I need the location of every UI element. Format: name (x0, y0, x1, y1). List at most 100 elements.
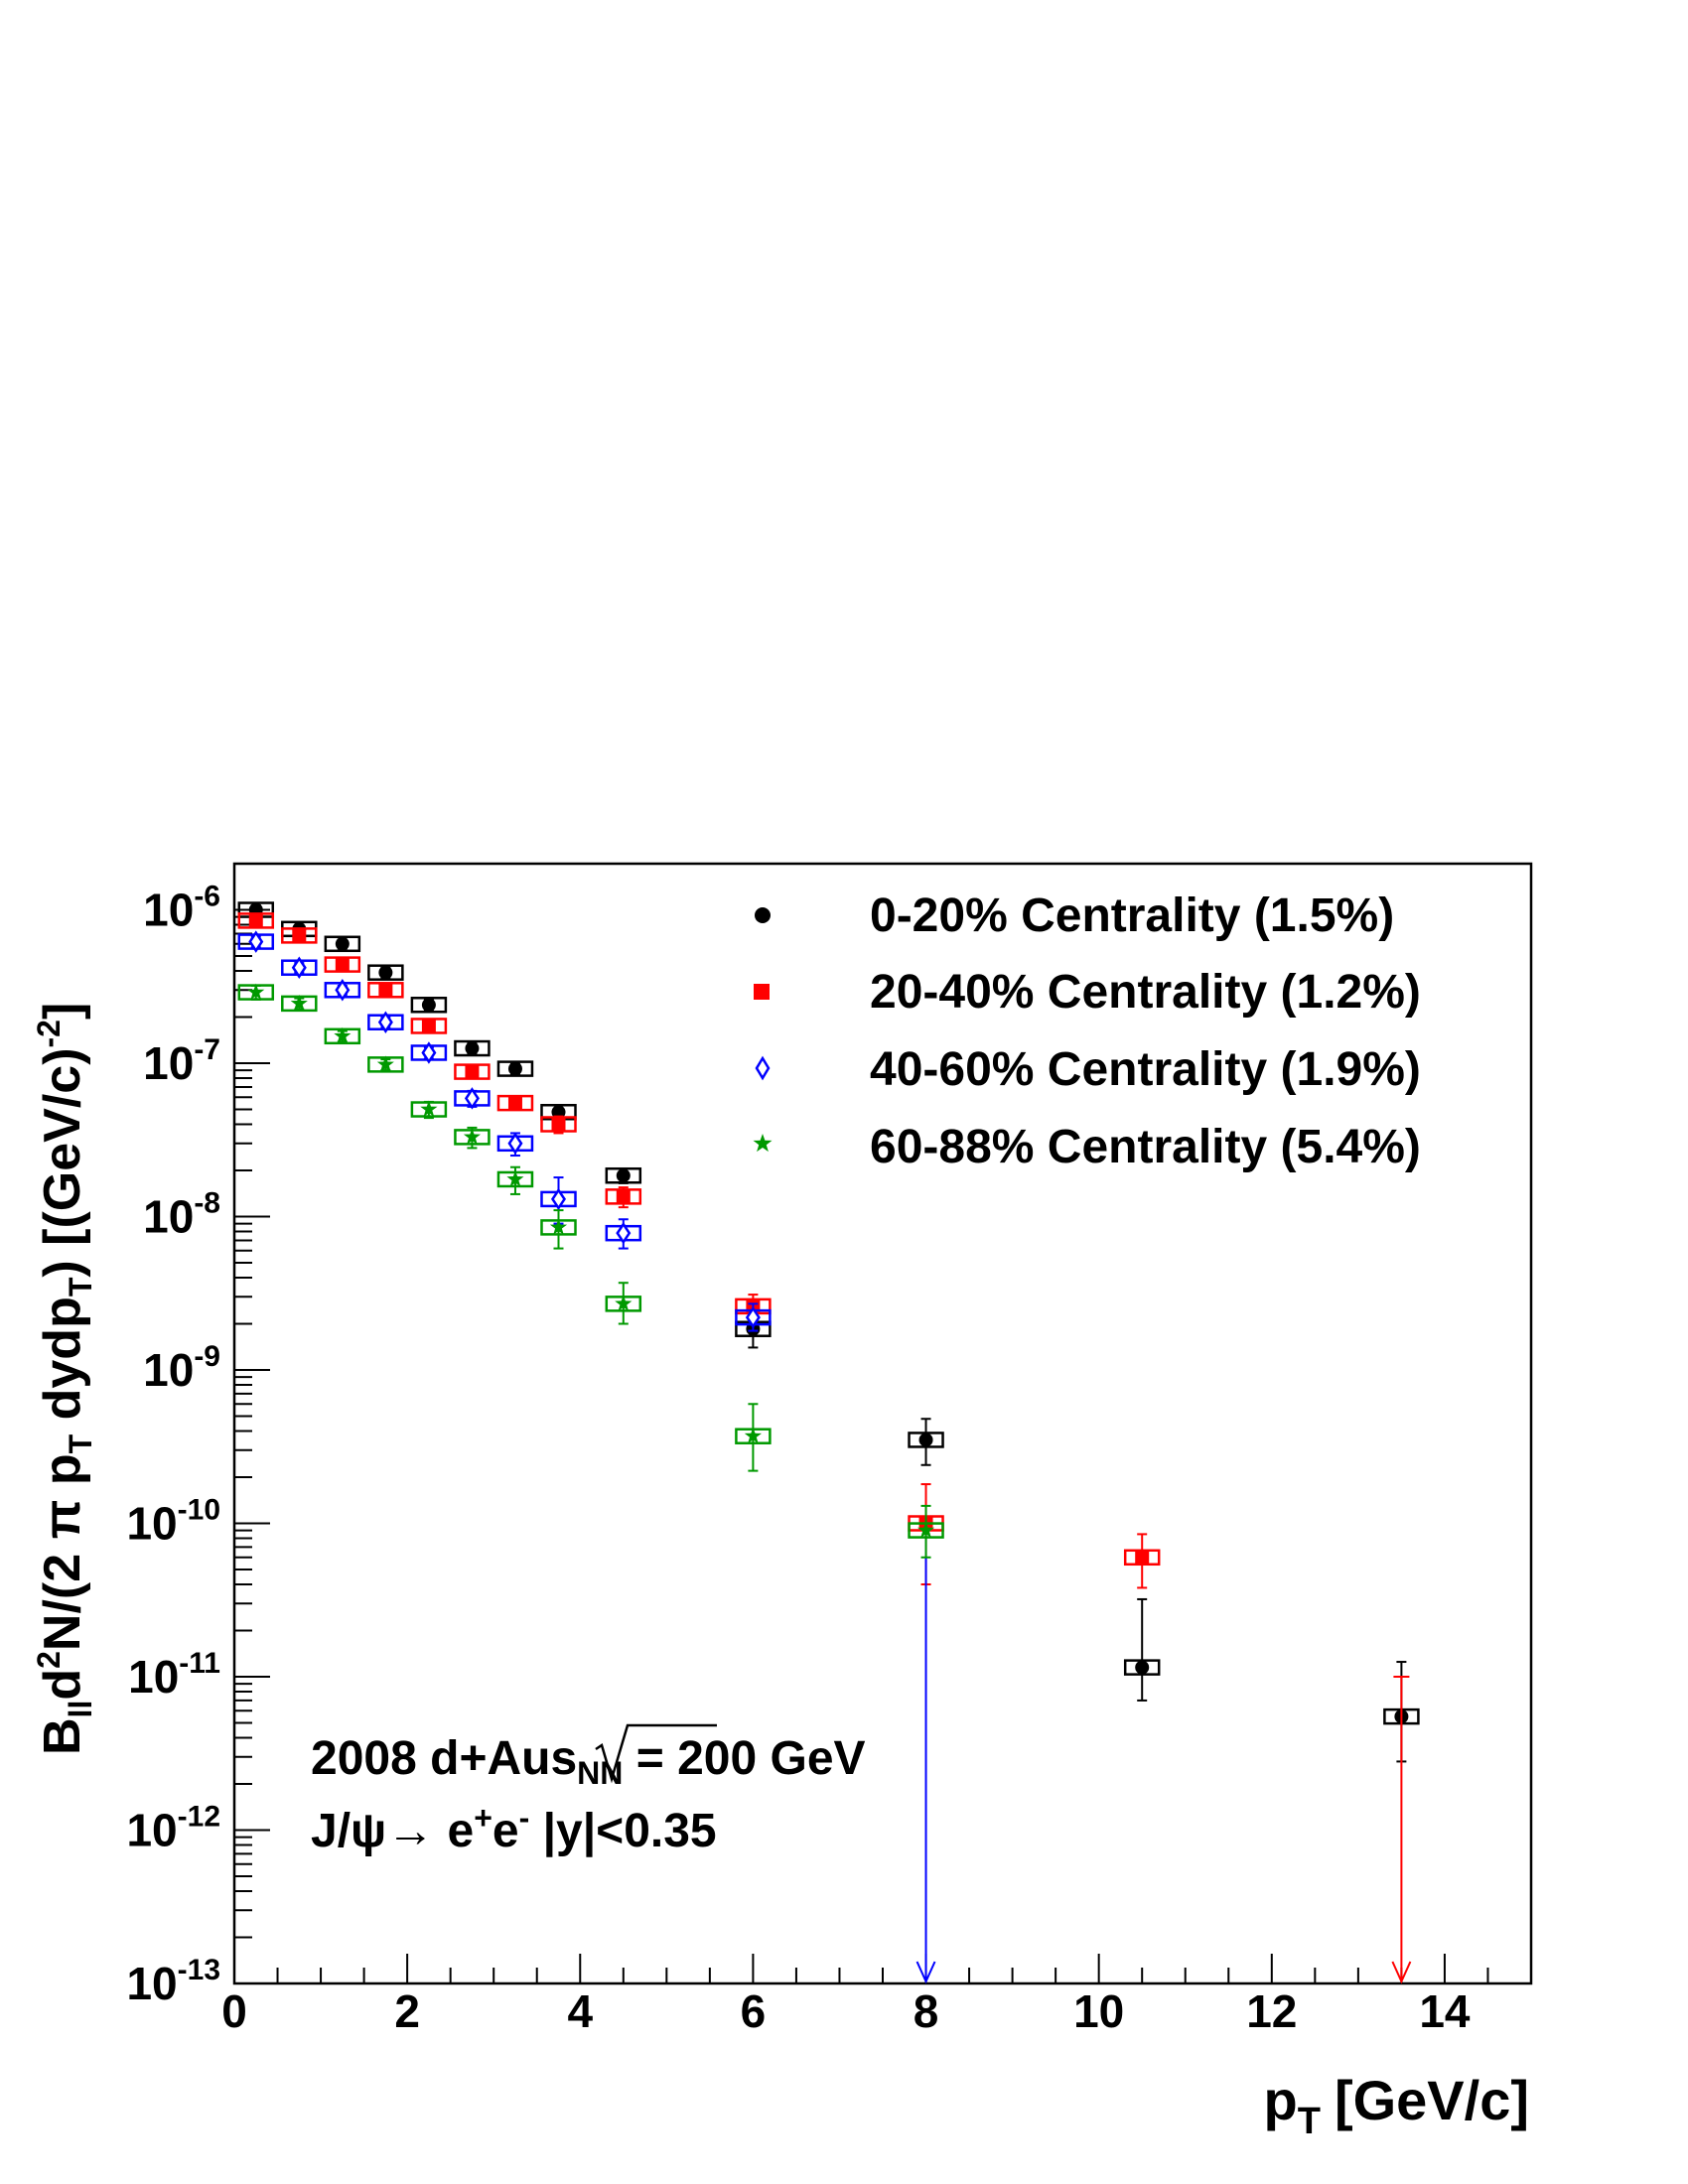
data-point (292, 928, 307, 943)
y-label-n: N/(2 π p (34, 1453, 91, 1651)
y-tick-base: 10 (143, 885, 194, 936)
data-point (745, 1305, 761, 1329)
annotation-plus: + (474, 1800, 492, 1836)
y-label-pt-sub: T (63, 1433, 98, 1453)
annotation-line-1-a: 2008 d+Au (311, 1732, 550, 1785)
data-point (335, 957, 350, 972)
y-tick-base: 10 (126, 1958, 177, 2009)
y-tick-base: 10 (126, 1498, 177, 1550)
legend-entry-20-40: 20-40% Centrality (1.2%) (754, 966, 1421, 1019)
x-tick-label: 12 (1246, 1985, 1297, 2037)
y-tick-label: 10-10 (126, 1494, 220, 1550)
data-point (420, 1100, 438, 1117)
data-point (465, 1041, 480, 1056)
x-axis-label-sub: T (1298, 2101, 1321, 2142)
y-tick-base: 10 (143, 1037, 194, 1089)
data-point (918, 1433, 933, 1447)
data-point (421, 1019, 436, 1033)
upper-limit-arrowhead (915, 1961, 936, 1984)
legend-entry-60-88: 60-88% Centrality (5.4%) (753, 1121, 1421, 1173)
annotation-line-2-b: |y|<0.35 (529, 1805, 716, 1857)
y-tick-exp: -6 (194, 881, 220, 913)
data-point (334, 1026, 352, 1044)
y-tick-base: 10 (143, 1191, 194, 1243)
y-tick-label: 10-11 (128, 1647, 220, 1703)
axis-ticks (233, 863, 1532, 1984)
annotation-line-1-b: = 200 GeV (623, 1732, 865, 1785)
data-point (744, 1427, 762, 1443)
legend: 0-20% Centrality (1.5%) 20-40% Centralit… (753, 889, 1421, 1173)
x-tick-label: 14 (1419, 1985, 1471, 2037)
y-tick-exp: -8 (194, 1187, 220, 1220)
y-label-b-sub: ll (63, 1701, 98, 1718)
data-point (421, 1041, 437, 1064)
y-label-d-sup: 2 (31, 1651, 67, 1669)
y-tick-base: 10 (128, 1651, 179, 1703)
series-1 (237, 912, 1412, 1984)
legend-marker-square (754, 984, 770, 1000)
data-point (506, 1170, 524, 1187)
y-tick-exp: -11 (179, 1647, 220, 1680)
annotation-sqrt-sub: NN (577, 1755, 623, 1791)
annotation-line-1: 2008 d+AusNN = 200 GeV (311, 1732, 866, 1791)
data-point (248, 930, 264, 953)
series-2 (237, 930, 936, 1984)
data-point (550, 1187, 567, 1211)
y-tick-label: 10-6 (143, 881, 220, 936)
data-point (421, 998, 436, 1013)
y-tick-label: 10-12 (126, 1801, 220, 1856)
y-axis-label: Blld2N/(2 π pT dydpT) [(GeV/c)-2] (31, 1003, 98, 1755)
data-point (464, 1087, 480, 1110)
y-label-close: ) [(GeV/c) (34, 1047, 91, 1277)
data-point (378, 965, 393, 980)
x-tick-label: 0 (221, 1985, 247, 2037)
y-label-exp: -2 (31, 1020, 67, 1047)
data-point (615, 1295, 633, 1311)
series-3 (237, 983, 944, 1559)
data-point (335, 979, 351, 1002)
data-point (376, 1055, 394, 1072)
data-point (507, 1132, 523, 1156)
data-point (247, 983, 265, 1000)
annotation: 2008 d+AusNN = 200 GeV J/ψ→ e+e- |y|<0.3… (311, 1723, 866, 1857)
x-tick-label: 4 (567, 1985, 593, 2037)
y-tick-exp: -13 (178, 1954, 220, 1986)
data-point (507, 1096, 522, 1111)
legend-label-40-60: 40-60% Centrality (1.9%) (870, 1043, 1421, 1096)
x-tick-label: 6 (741, 1985, 767, 2037)
x-axis-label: pT [GeV/c] (1264, 2069, 1530, 2142)
y-tick-label: 10-9 (143, 1340, 220, 1396)
data-point (377, 1011, 393, 1033)
x-tick-label: 10 (1073, 1985, 1124, 2037)
data-point (291, 956, 307, 979)
legend-label-60-88: 60-88% Centrality (5.4%) (870, 1121, 1421, 1173)
annotation-e: e (492, 1805, 519, 1857)
data-point (378, 983, 393, 998)
data-point (616, 1168, 631, 1183)
y-tick-exp: -10 (178, 1494, 220, 1527)
y-tick-exp: -9 (194, 1340, 220, 1373)
data-point (1135, 1660, 1150, 1675)
y-label-d: d (34, 1669, 91, 1701)
y-tick-base: 10 (143, 1344, 194, 1396)
data-point (290, 994, 308, 1012)
x-tick-label: 8 (914, 1985, 939, 2037)
y-label-end: ] (34, 1003, 91, 1020)
x-tick-label: 2 (394, 1985, 420, 2037)
data-point (549, 1218, 568, 1235)
data-point (463, 1128, 481, 1145)
annotation-line-2-a: J/ψ→ e (311, 1805, 474, 1857)
y-label-pt-sub2: T (63, 1277, 98, 1297)
data-point (465, 1064, 480, 1079)
y-tick-exp: -7 (194, 1033, 220, 1066)
upper-limit-arrowhead (1391, 1961, 1412, 1984)
annotation-sqrt-s: s (550, 1732, 577, 1785)
legend-marker-diamond (755, 1055, 771, 1081)
data-point (616, 1189, 631, 1204)
legend-label-0-20: 0-20% Centrality (1.5%) (870, 889, 1394, 942)
annotation-line-2: J/ψ→ e+e- |y|<0.35 (311, 1800, 717, 1857)
legend-entry-0-20: 0-20% Centrality (1.5%) (755, 889, 1394, 942)
annotation-minus: - (519, 1800, 530, 1836)
